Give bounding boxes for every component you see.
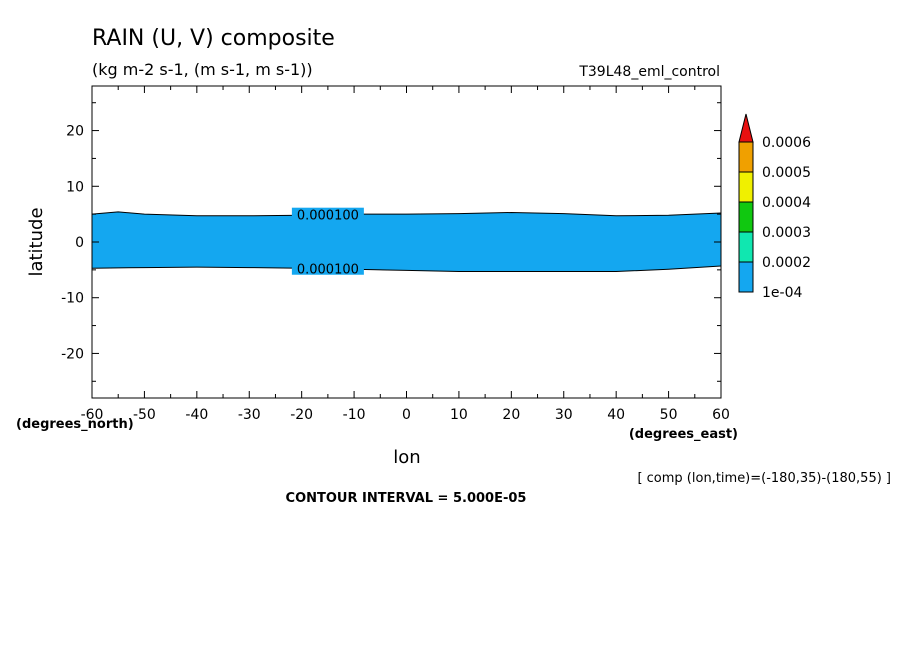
y-tick-label: -20 [61,346,84,362]
south-contour-line [91,265,722,272]
x-tick-label: 10 [450,407,468,423]
y-axis-ticks: 20 10 0 -10 -20 [61,102,721,382]
colorbar-arrow [738,113,754,143]
contour-label-north: 0.000100 [297,209,359,224]
precip-band [92,211,721,272]
x-tick-label: -40 [185,407,208,423]
colorbar-label: 0.0005 [762,165,811,181]
colorbar-box [738,171,754,203]
colorbar-box [738,261,754,293]
x-tick-label: -30 [238,407,261,423]
y-axis-label: latitude [26,207,47,276]
x-tick-label: -20 [290,407,313,423]
chart-subtitle: (kg m-2 s-1, (m s-1, m s-1)) [92,60,313,79]
contour-label-south: 0.000100 [297,263,359,278]
colorbar-box [738,231,754,263]
x-tick-label: 50 [660,407,678,423]
chart-title: RAIN (U, V) composite [92,26,335,51]
x-units-label: (degrees_east) [629,427,738,442]
contour-labels: 0.000100 0.000100 [291,207,364,278]
x-tick-label: -10 [343,407,366,423]
y-units-label: (degrees_north) [16,417,134,432]
contour-label-bg-south [291,261,364,275]
colorbar-label: 0.0004 [762,195,811,211]
colorbar-label: 0.0002 [762,255,811,271]
composite-note: [ comp (lon,time)=(-180,35)-(180,55) ] [637,471,891,486]
run-label: T39L48_eml_control [578,64,720,80]
x-tick-label: 60 [712,407,730,423]
y-tick-label: -10 [61,291,84,307]
x-tick-label: 40 [607,407,625,423]
colorbar-label: 0.0003 [762,225,811,241]
north-contour-line [91,211,722,217]
x-axis-ticks: -60 -50 -40 -30 -20 -10 0 10 20 30 40 50 60 [81,86,730,423]
contour-interval-text: CONTOUR INTERVAL = 5.000E-05 [286,491,527,506]
y-tick-label: 20 [66,124,84,140]
x-tick-label: 20 [502,407,520,423]
y-tick-label: 10 [66,179,84,195]
colorbar-label: 0.0006 [762,135,811,151]
x-axis-label: lon [393,447,420,468]
y-tick-label: 0 [75,235,84,251]
x-tick-label: -60 [81,407,104,423]
x-tick-label: 30 [555,407,573,423]
x-tick-label: -50 [133,407,156,423]
colorbar-box [738,201,754,233]
contour-label-bg-north [291,207,364,221]
colorbar-label: 1e-04 [762,285,802,301]
colorbar: 1e-04 0.0002 0.0003 0.0004 0.0005 0.0006 [738,113,811,301]
colorbar-box [738,141,754,173]
x-tick-label: 0 [402,407,411,423]
